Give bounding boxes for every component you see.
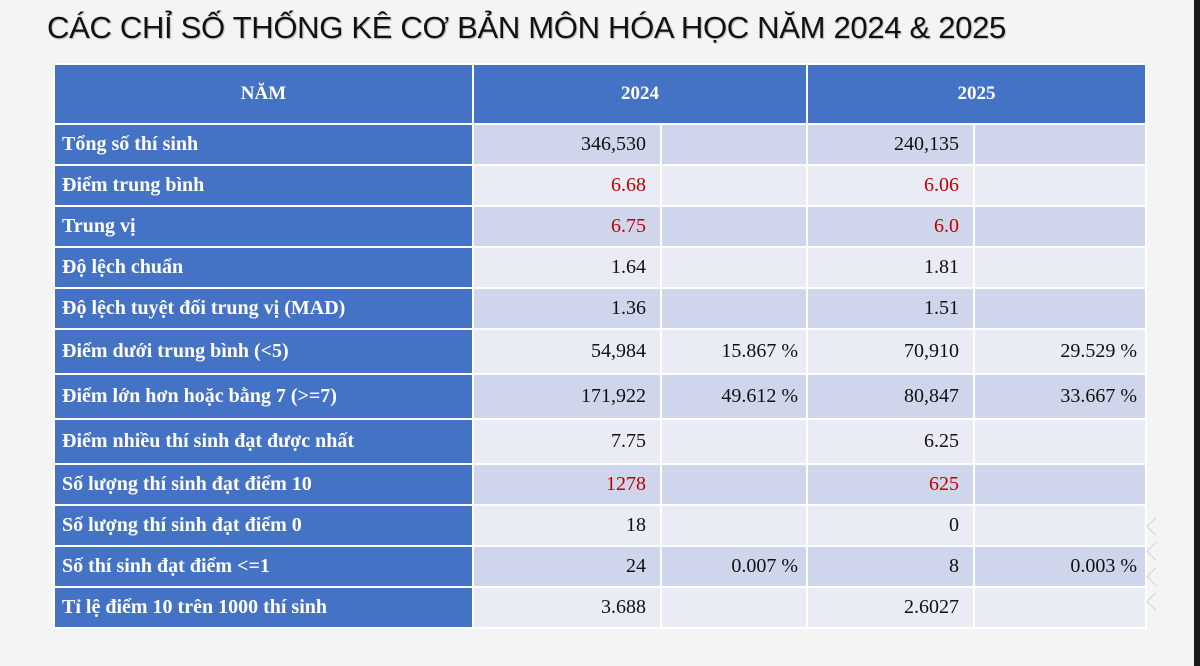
value-2024: 7.75 xyxy=(472,418,662,465)
table-row: Điểm nhiều thí sinh đạt được nhất 7.75 6.2… xyxy=(53,418,1147,465)
table-row: Số lượng thí sinh đạt điểm 0 18 0 xyxy=(53,504,1147,547)
percent-2024 xyxy=(660,463,808,506)
value-2024: 171,922 xyxy=(472,373,662,420)
percent-2025 xyxy=(973,586,1147,629)
value-2025: 2.6027 xyxy=(806,586,975,629)
row-label: Điểm trung bình xyxy=(53,164,474,207)
chevron-decoration-icon xyxy=(1146,517,1165,536)
table-row: Điểm lớn hơn hoặc bằng 7 (>=7) 171,922 49.… xyxy=(53,373,1147,420)
percent-2025 xyxy=(973,246,1147,289)
row-label: Số lượng thí sinh đạt điểm 0 xyxy=(53,504,474,547)
row-label: Số thí sinh đạt điểm <=1 xyxy=(53,545,474,588)
percent-2024: 49.612 % xyxy=(660,373,808,420)
percent-2024 xyxy=(660,418,808,465)
percent-2024 xyxy=(660,586,808,629)
percent-2024 xyxy=(660,164,808,207)
header-year-label: NĂM xyxy=(53,63,474,125)
percent-2024 xyxy=(660,287,808,330)
value-2024: 1.64 xyxy=(472,246,662,289)
row-label: Tổng số thí sinh xyxy=(53,123,474,166)
window-edge xyxy=(1194,0,1200,666)
percent-2024 xyxy=(660,123,808,166)
percent-2025 xyxy=(973,287,1147,330)
value-2024: 3.688 xyxy=(472,586,662,629)
value-2025: 8 xyxy=(806,545,975,588)
statistics-table: NĂM 2024 2025 Tổng số thí sinh 346,530 240… xyxy=(53,63,1147,629)
chevron-decoration-icon xyxy=(1146,592,1165,611)
value-2024: 6.68 xyxy=(472,164,662,207)
percent-2025: 29.529 % xyxy=(973,328,1147,375)
value-2025: 240,135 xyxy=(806,123,975,166)
chevron-decoration-icon xyxy=(1146,567,1165,586)
percent-2025 xyxy=(973,418,1147,465)
value-2024: 54,984 xyxy=(472,328,662,375)
row-label: Trung vị xyxy=(53,205,474,248)
header-2025: 2025 xyxy=(806,63,1147,125)
percent-2025: 33.667 % xyxy=(973,373,1147,420)
value-2024: 346,530 xyxy=(472,123,662,166)
table-row: Số thí sinh đạt điểm <=1 24 0.007 % 8 0.003 … xyxy=(53,545,1147,588)
table-row: Tổng số thí sinh 346,530 240,135 xyxy=(53,123,1147,166)
percent-2024: 15.867 % xyxy=(660,328,808,375)
row-label: Tỉ lệ điểm 10 trên 1000 thí sinh xyxy=(53,586,474,629)
percent-2025: 0.003 % xyxy=(973,545,1147,588)
percent-2024 xyxy=(660,246,808,289)
table-row: Điểm dưới trung bình (<5) 54,984 15.867 % 7… xyxy=(53,328,1147,375)
value-2025: 625 xyxy=(806,463,975,506)
row-label: Độ lệch tuyệt đối trung vị (MAD) xyxy=(53,287,474,330)
value-2025: 70,910 xyxy=(806,328,975,375)
value-2024: 18 xyxy=(472,504,662,547)
chevron-decoration-icon xyxy=(1146,542,1165,561)
percent-2024 xyxy=(660,205,808,248)
row-label: Điểm lớn hơn hoặc bằng 7 (>=7) xyxy=(53,373,474,420)
table-row: Số lượng thí sinh đạt điểm 10 1278 625 xyxy=(53,463,1147,506)
value-2025: 1.51 xyxy=(806,287,975,330)
percent-2025 xyxy=(973,123,1147,166)
table-row: Điểm trung bình 6.68 6.06 xyxy=(53,164,1147,207)
percent-2025 xyxy=(973,463,1147,506)
table-row: Độ lệch chuẩn 1.64 1.81 xyxy=(53,246,1147,289)
value-2024: 6.75 xyxy=(472,205,662,248)
row-label: Độ lệch chuẩn xyxy=(53,246,474,289)
value-2025: 0 xyxy=(806,504,975,547)
row-label: Điểm dưới trung bình (<5) xyxy=(53,328,474,375)
row-label: Số lượng thí sinh đạt điểm 10 xyxy=(53,463,474,506)
value-2025: 6.06 xyxy=(806,164,975,207)
table-row: Trung vị 6.75 6.0 xyxy=(53,205,1147,248)
table-row: Tỉ lệ điểm 10 trên 1000 thí sinh 3.688 2.6… xyxy=(53,586,1147,629)
value-2025: 6.25 xyxy=(806,418,975,465)
percent-2025 xyxy=(973,205,1147,248)
value-2025: 80,847 xyxy=(806,373,975,420)
table-row: Độ lệch tuyệt đối trung vị (MAD) 1.36 1.51 xyxy=(53,287,1147,330)
row-label: Điểm nhiều thí sinh đạt được nhất xyxy=(53,418,474,465)
table-header-row: NĂM 2024 2025 xyxy=(53,63,1147,125)
percent-2025 xyxy=(973,164,1147,207)
page-title: CÁC CHỈ SỐ THỐNG KÊ CƠ BẢN MÔN HÓA HỌC N… xyxy=(47,10,1006,45)
percent-2025 xyxy=(973,504,1147,547)
value-2024: 1.36 xyxy=(472,287,662,330)
header-2024: 2024 xyxy=(472,63,808,125)
value-2024: 24 xyxy=(472,545,662,588)
percent-2024 xyxy=(660,504,808,547)
value-2025: 1.81 xyxy=(806,246,975,289)
percent-2024: 0.007 % xyxy=(660,545,808,588)
value-2025: 6.0 xyxy=(806,205,975,248)
value-2024: 1278 xyxy=(472,463,662,506)
